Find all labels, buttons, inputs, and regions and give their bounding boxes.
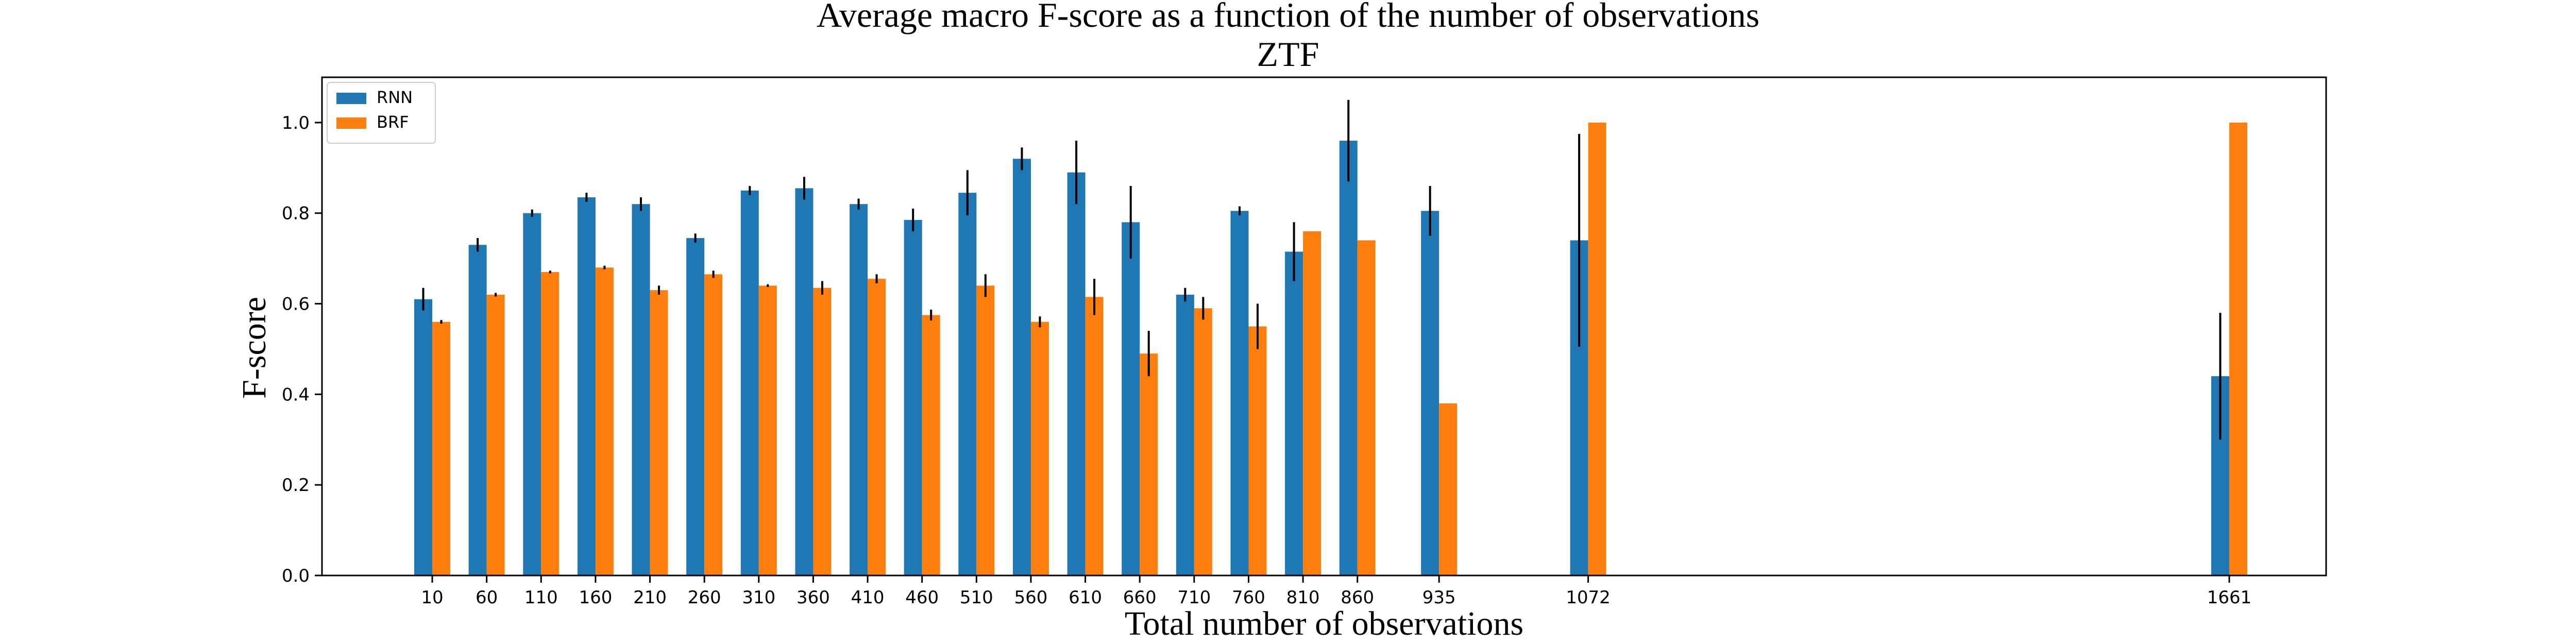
bar-rnn — [1012, 159, 1031, 576]
legend-swatch-rnn — [336, 93, 366, 104]
x-tick-label: 410 — [851, 587, 885, 608]
chart-subtitle: ZTF — [1257, 35, 1319, 74]
bar-brf — [486, 294, 505, 575]
bar-brf — [1357, 240, 1376, 575]
y-tick-label: 1.0 — [282, 113, 310, 133]
bar-rnn — [1176, 294, 1194, 575]
chart-title: Average macro F-score as a function of t… — [817, 0, 1759, 35]
legend-label-brf: BRF — [377, 112, 409, 132]
bar-rnn — [795, 188, 814, 575]
bar-rnn — [958, 193, 977, 575]
bar-rnn — [468, 245, 487, 575]
bar-rnn — [850, 204, 868, 575]
x-tick-label: 935 — [1422, 587, 1456, 608]
bar-brf — [1085, 297, 1104, 575]
x-axis-label: Total number of observations — [1125, 605, 1523, 642]
bar-rnn — [904, 219, 922, 575]
x-tick-label: 710 — [1177, 587, 1211, 608]
bar-brf — [758, 285, 777, 575]
bar-brf — [922, 315, 940, 575]
y-axis-label: F-score — [235, 297, 273, 399]
bar-brf — [704, 274, 723, 575]
bar-rnn — [414, 299, 432, 575]
x-tick-label: 260 — [688, 587, 721, 608]
y-tick-label: 0.8 — [282, 204, 310, 224]
x-tick-label: 360 — [796, 587, 830, 608]
bar-brf — [2229, 122, 2247, 576]
legend: RNN BRF — [327, 82, 436, 144]
plot-frame — [321, 76, 2327, 577]
y-tick-label: 0.0 — [282, 566, 310, 586]
legend-swatch-brf — [336, 117, 366, 129]
bar-rnn — [1230, 211, 1249, 576]
x-tick-label: 510 — [960, 587, 993, 608]
x-tick-label: 610 — [1069, 587, 1102, 608]
bar-brf — [1194, 308, 1212, 575]
x-tick-label: 860 — [1341, 587, 1374, 608]
bar-brf — [868, 279, 886, 575]
bar-brf — [1588, 122, 1606, 576]
bar-rnn — [523, 213, 541, 575]
bar-brf — [432, 321, 450, 575]
x-tick-label: 310 — [742, 587, 775, 608]
bar-brf — [541, 272, 560, 575]
x-tick-label: 210 — [633, 587, 667, 608]
x-tick-label: 560 — [1014, 587, 1048, 608]
bar-brf — [813, 287, 832, 575]
y-tick-label: 0.2 — [282, 475, 310, 496]
bar-rnn — [1067, 172, 1086, 575]
bar-rnn — [1421, 211, 1439, 576]
x-tick-label: 1661 — [2207, 587, 2252, 608]
bar-rnn — [740, 190, 759, 576]
x-tick-label: 1072 — [1566, 587, 1611, 608]
x-tick-label: 160 — [579, 587, 612, 608]
y-tick-label: 0.4 — [282, 384, 310, 405]
x-tick-label: 760 — [1232, 587, 1265, 608]
bar-rnn — [1122, 222, 1140, 575]
bar-rnn — [577, 197, 596, 575]
bar-brf — [1439, 403, 1458, 575]
plot-area: 0.0 0.2 0.4 0.6 0.8 1.0 10 60 110 160 210 260 310 360… — [282, 99, 2252, 608]
x-tick-label: 60 — [476, 587, 498, 608]
legend-label-rnn: RNN — [377, 88, 413, 107]
bar-brf — [1248, 326, 1267, 575]
x-tick-label: 660 — [1123, 587, 1157, 608]
bar-brf — [1303, 231, 1321, 576]
bar-rnn — [632, 204, 650, 575]
y-tick-label: 0.6 — [282, 294, 310, 315]
bar-rnn — [1339, 141, 1358, 575]
x-tick-label: 10 — [421, 587, 443, 608]
bar-rnn — [1285, 251, 1303, 575]
bar-brf — [650, 290, 668, 575]
bar-rnn — [686, 238, 705, 575]
bar-brf — [1030, 321, 1049, 575]
x-tick-label: 110 — [524, 587, 558, 608]
bar-brf — [976, 285, 995, 575]
x-tick-label: 810 — [1286, 587, 1320, 608]
x-tick-label: 460 — [905, 587, 939, 608]
bar-brf — [595, 267, 614, 575]
bar-brf — [1140, 353, 1158, 575]
